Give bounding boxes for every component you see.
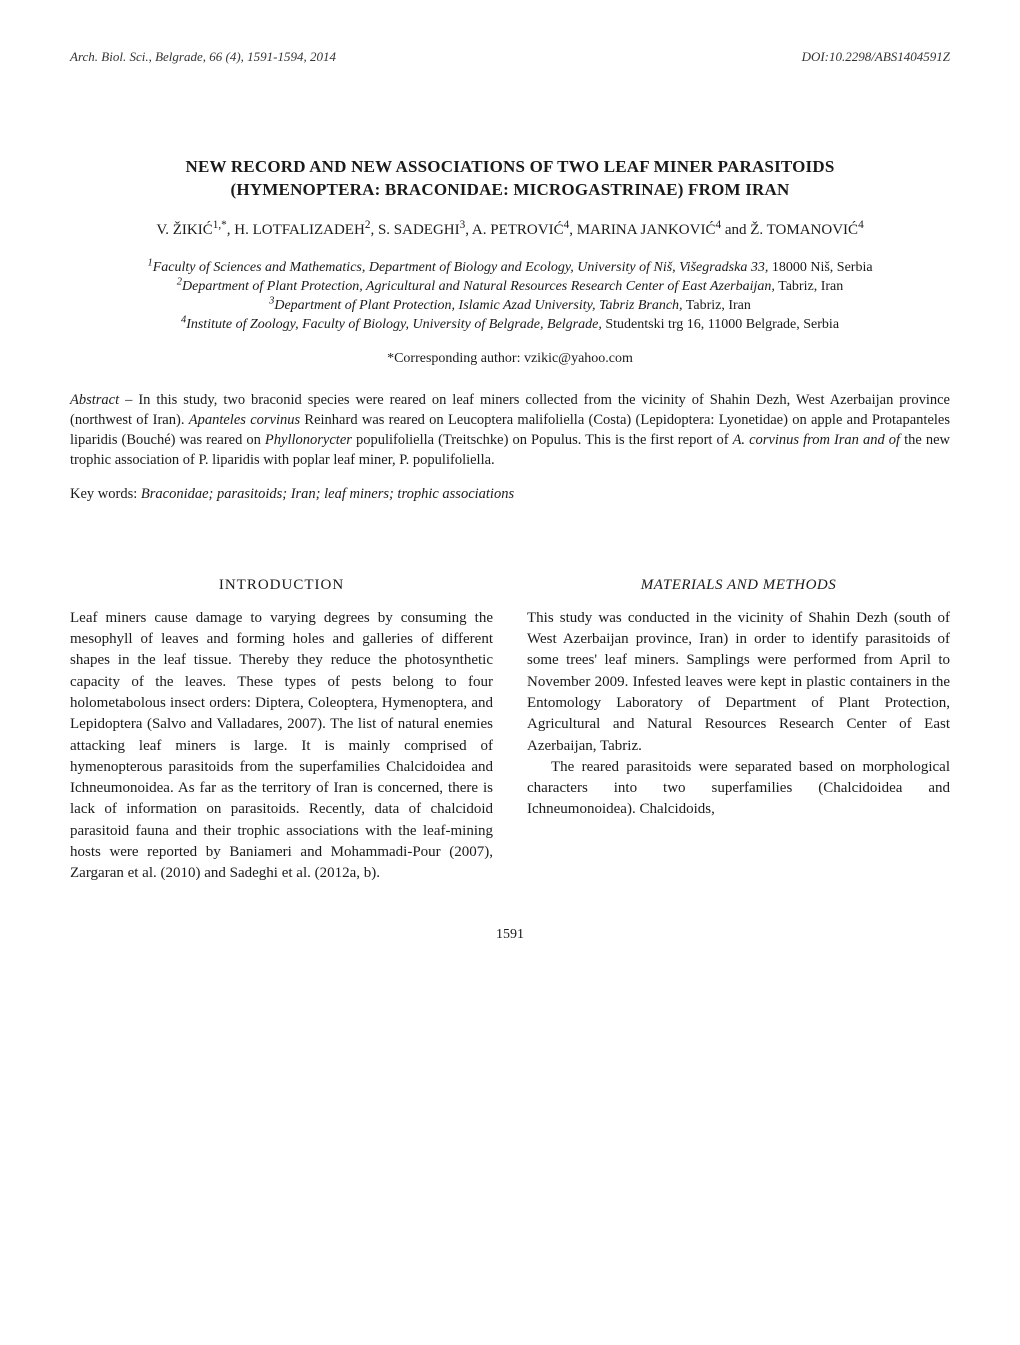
running-header: Arch. Biol. Sci., Belgrade, 66 (4), 1591… xyxy=(70,48,950,66)
doi: DOI:10.2298/ABS1404591Z xyxy=(802,48,950,66)
author-line: V. ŽIKIĆ1,*, H. LOTFALIZADEH2, S. SADEGH… xyxy=(70,220,950,241)
abstract-label: Abstract – xyxy=(70,392,138,408)
abstract-body: In this study, two braconid species were… xyxy=(70,392,950,468)
keywords-label: Key words: xyxy=(70,486,141,502)
affiliations-block: 1Faculty of Sciences and Mathematics, De… xyxy=(100,259,920,335)
keywords: Key words: Braconidae; parasitoids; Iran… xyxy=(70,484,950,504)
journal-ref: Arch. Biol. Sci., Belgrade, 66 (4), 1591… xyxy=(70,48,336,66)
affiliation: 4Institute of Zoology, Faculty of Biolog… xyxy=(100,316,920,335)
page-number: 1591 xyxy=(70,925,950,945)
section-heading-methods: MATERIALS AND METHODS xyxy=(527,575,950,596)
affiliation: 3Department of Plant Protection, Islamic… xyxy=(100,297,920,316)
paper-title: NEW RECORD AND NEW ASSOCIATIONS OF TWO L… xyxy=(120,156,900,202)
abstract: Abstract – In this study, two braconid s… xyxy=(70,390,950,470)
section-heading-introduction: INTRODUCTION xyxy=(70,575,493,596)
keywords-list: Braconidae; parasitoids; Iran; leaf mine… xyxy=(141,486,514,502)
affiliation: 2Department of Plant Protection, Agricul… xyxy=(100,278,920,297)
methods-paragraph: This study was conducted in the vicinity… xyxy=(527,608,950,757)
body-columns: INTRODUCTION Leaf miners cause damage to… xyxy=(70,575,950,885)
corresponding-author: *Corresponding author: vzikic@yahoo.com xyxy=(70,349,950,369)
methods-paragraph: The reared parasitoids were separated ba… xyxy=(527,757,950,821)
affiliation: 1Faculty of Sciences and Mathematics, De… xyxy=(100,259,920,278)
introduction-paragraph: Leaf miners cause damage to varying degr… xyxy=(70,608,493,885)
